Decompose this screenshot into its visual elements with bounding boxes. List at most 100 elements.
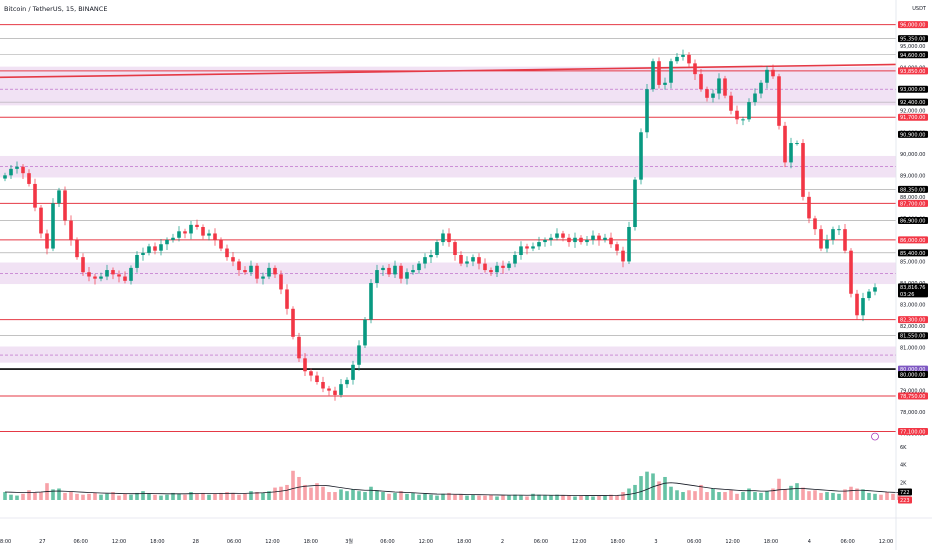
candle	[51, 203, 55, 249]
candle	[777, 76, 781, 126]
volume-bar	[885, 492, 889, 500]
candle	[645, 89, 649, 133]
volume-bar	[219, 492, 223, 500]
volume-bar	[339, 489, 343, 500]
candle	[567, 237, 571, 243]
candle	[93, 276, 97, 279]
candle	[141, 252, 145, 255]
volume-bar	[525, 496, 529, 500]
candle	[669, 61, 673, 83]
candle	[9, 168, 13, 176]
volume-bar	[399, 491, 403, 500]
volume-bar	[819, 492, 823, 500]
price-label-text: 93,850.00	[900, 69, 925, 75]
price-label-box	[898, 217, 928, 225]
candle	[735, 110, 739, 120]
candle	[225, 248, 229, 258]
volume-bar	[51, 489, 55, 500]
candle	[291, 308, 295, 337]
volume-bar	[195, 493, 199, 500]
candle	[207, 233, 211, 236]
price-label-text: 80,000.00	[900, 367, 925, 373]
candle	[837, 229, 841, 231]
price-label-box	[898, 428, 928, 436]
candle	[417, 263, 421, 271]
y-tick-label: 88,000.00	[900, 195, 925, 201]
candle	[657, 61, 661, 85]
x-tick-label: 06:00	[687, 539, 701, 545]
volume-bar	[273, 487, 277, 500]
candle	[165, 239, 169, 245]
volume-bar	[705, 492, 709, 500]
volume-bar	[267, 491, 271, 500]
volume-bar	[669, 486, 673, 500]
volume-bar	[861, 489, 865, 500]
trendline	[0, 63, 897, 79]
volume-bar	[423, 493, 427, 500]
volume-bar	[231, 492, 235, 500]
volume-bar	[837, 493, 841, 500]
y-tick-label: 95,000.00	[900, 44, 925, 50]
x-tick-label: 3월	[345, 538, 353, 545]
volume-bar	[855, 488, 859, 500]
candle	[549, 237, 553, 240]
price-label: 94,600.00	[898, 51, 928, 59]
volume-bar	[657, 481, 661, 500]
volume-bar	[537, 494, 541, 500]
candle	[699, 74, 703, 90]
x-tick-label: 06:00	[534, 539, 548, 545]
price-label-text: 87,700.00	[900, 201, 925, 207]
price-axis: 95,000.0094,000.0093,000.0092,000.0091,0…	[898, 21, 928, 438]
price-label-box	[898, 365, 928, 373]
volume-bar	[285, 484, 289, 500]
candle	[297, 336, 301, 359]
candle	[195, 224, 199, 227]
price-label-box	[898, 113, 928, 121]
candle	[483, 263, 487, 271]
candle	[753, 93, 757, 103]
x-tick-label: 06:00	[380, 539, 394, 545]
volume-bar	[615, 495, 619, 500]
price-label-text: 94,600.00	[900, 53, 925, 59]
candle	[675, 56, 679, 62]
volume-marker-box	[898, 496, 912, 504]
volume-bar	[183, 494, 187, 500]
volume-bar	[381, 492, 385, 500]
x-tick-label: 12:00	[265, 539, 279, 545]
x-tick-label: 3	[654, 539, 657, 545]
candle	[273, 267, 277, 275]
volume-bar	[261, 492, 265, 500]
volume-bar	[411, 492, 415, 500]
price-label-box	[898, 130, 928, 138]
alert-icon-ring	[871, 432, 879, 441]
candle	[525, 246, 529, 249]
volume-bar	[561, 495, 565, 500]
candle	[231, 257, 235, 262]
candle	[255, 265, 259, 279]
price-label: 93,850.00	[898, 67, 928, 75]
volume-bar	[165, 494, 169, 500]
volume-ma-line	[4, 482, 912, 496]
volume-bar	[777, 478, 781, 500]
volume-bar	[513, 494, 517, 500]
price-label-box	[898, 236, 928, 244]
candle	[237, 261, 241, 271]
candle	[471, 257, 475, 262]
volume-bar	[729, 490, 733, 500]
volume-bar	[801, 487, 805, 500]
volume-bar	[639, 476, 643, 500]
candle	[477, 257, 481, 264]
candle	[147, 246, 151, 253]
candle	[705, 89, 709, 98]
x-tick-label: 18:00	[304, 539, 318, 545]
candle	[447, 233, 451, 243]
y-tick-label: 83,000.00	[900, 303, 925, 309]
volume-bar	[171, 492, 175, 500]
price-label-box	[898, 370, 928, 378]
volume-bar	[111, 492, 115, 500]
volume-bar	[879, 494, 883, 500]
volume-bar	[3, 492, 7, 500]
